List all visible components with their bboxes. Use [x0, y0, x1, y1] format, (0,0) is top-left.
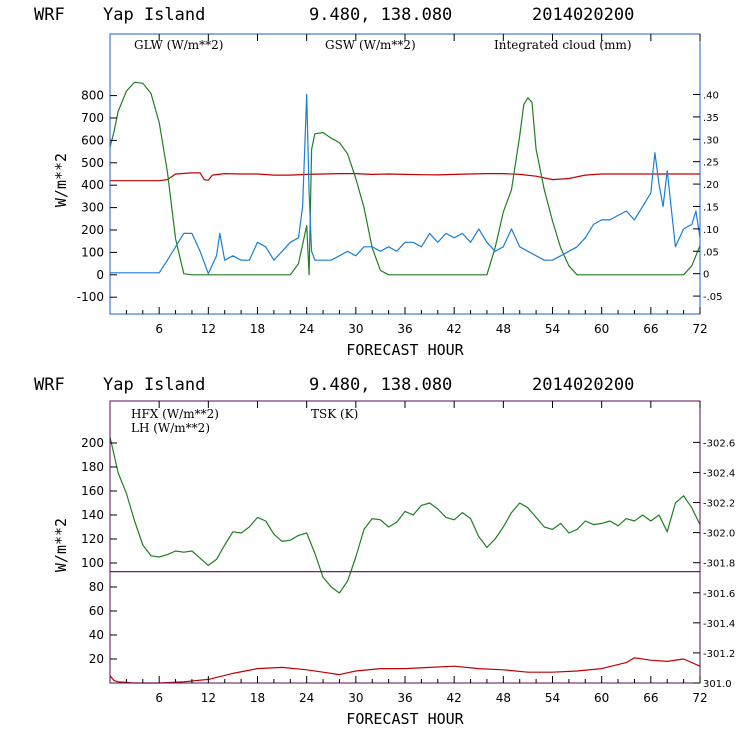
legend-tsk: TSK (K) — [311, 407, 358, 421]
top-series-lines — [109, 81, 701, 276]
bottom-y2-ticks: 301.0 -301.2 -301.4 -301.6 -301.8 -302.0 -302.… — [693, 438, 735, 690]
top-y2tick-label: .40 — [703, 90, 719, 101]
bottom-title-date: 2014020200 — [532, 375, 634, 395]
top-ytick-label: 600 — [81, 133, 104, 147]
bottom-title-coords: 9.480, 138.080 — [309, 375, 452, 395]
top-ylabel: W/m**2 — [52, 153, 70, 207]
bot-xtick-label: 24 — [299, 691, 314, 705]
bot-y2tick-label: -301.8 — [703, 559, 735, 570]
top-xtick-label: 12 — [201, 322, 216, 336]
top-ytick-label: 0 — [96, 268, 104, 282]
bottom-x-ticks: 6 12 18 24 30 36 42 48 54 60 66 72 — [125, 401, 708, 705]
bottom-y-ticks: 20 40 60 80 100 120 140 160 180 200 — [81, 436, 117, 666]
bot-xtick-label: 48 — [496, 691, 511, 705]
top-y2tick-label: 0 — [703, 270, 709, 281]
top-xtick-label: 18 — [250, 322, 265, 336]
bot-ytick-label: 160 — [81, 484, 104, 498]
bottom-title-location: Yap Island — [103, 375, 205, 395]
top-y-ticks: -100 0 100 200 300 400 500 600 700 800 — [77, 89, 117, 304]
legend-integrated-cloud: Integrated cloud (mm) — [494, 38, 632, 52]
bot-xtick-label: 12 — [201, 691, 216, 705]
bot-ytick-label: 140 — [81, 508, 104, 522]
top-ytick-label: 700 — [81, 111, 104, 125]
top-title-coords: 9.480, 138.080 — [309, 5, 452, 25]
top-xtick-label: 6 — [155, 322, 163, 336]
bot-ytick-label: 100 — [81, 556, 104, 570]
top-title-location: Yap Island — [103, 5, 205, 25]
bot-series-0-line — [109, 657, 701, 684]
top-panel: WRF Yap Island 9.480, 138.080 2014020200… — [34, 5, 723, 359]
top-y2tick-label: -.05 — [703, 292, 723, 303]
top-x-ticks: 6 12 18 24 30 36 42 48 54 60 66 72 — [125, 34, 708, 336]
bot-y2tick-label: 301.0 — [703, 679, 732, 690]
bottom-series-lines — [109, 436, 701, 684]
top-y2tick-label: .35 — [703, 113, 719, 124]
top-xtick-label: 24 — [299, 322, 314, 336]
bot-xtick-label: 18 — [250, 691, 265, 705]
bottom-title-model: WRF — [34, 375, 65, 395]
bot-xtick-label: 72 — [692, 691, 707, 705]
top-ytick-label: 100 — [81, 245, 104, 259]
bot-y2tick-label: -301.2 — [703, 649, 735, 660]
top-y2tick-label: .15 — [703, 202, 719, 213]
top-xlabel: FORECAST HOUR — [346, 341, 464, 359]
bot-ytick-label: 180 — [81, 460, 104, 474]
top-y2tick-label: .20 — [703, 180, 719, 191]
bot-xtick-label: 6 — [155, 691, 163, 705]
bot-y2tick-label: -302.6 — [703, 438, 735, 449]
bottom-ylabel: W/m**2 — [52, 518, 70, 572]
bottom-panel: WRF Yap Island 9.480, 138.080 2014020200… — [34, 375, 735, 728]
top-ytick-label: 300 — [81, 201, 104, 215]
top-xtick-label: 48 — [496, 322, 511, 336]
bottom-plot-frame — [109, 400, 701, 684]
top-y2-ticks: -.05 0 .05 .10 .15 .20 .25 .30 .35 .40 — [693, 90, 723, 303]
bot-ytick-label: 60 — [89, 604, 104, 618]
bot-ytick-label: 40 — [89, 628, 104, 642]
bot-xtick-label: 30 — [348, 691, 363, 705]
top-ytick-label: 500 — [81, 156, 104, 170]
top-y2tick-label: .10 — [703, 225, 719, 236]
top-ytick-label: 800 — [81, 89, 104, 103]
legend-gsw: GSW (W/m**2) — [325, 38, 416, 52]
bot-xtick-label: 42 — [447, 691, 462, 705]
top-ytick-label: -100 — [77, 290, 104, 304]
legend-hfx: HFX (W/m**2) — [131, 407, 219, 421]
bot-ytick-label: 20 — [89, 652, 104, 666]
top-series-0-line — [110, 172, 700, 182]
bot-xtick-label: 54 — [545, 691, 560, 705]
top-xtick-label: 66 — [643, 322, 658, 336]
legend-lh: LH (W/m**2) — [131, 421, 210, 435]
top-title-model: WRF — [34, 5, 65, 25]
top-xtick-label: 36 — [397, 322, 412, 336]
top-xtick-label: 60 — [594, 322, 609, 336]
legend-glw: GLW (W/m**2) — [134, 38, 223, 52]
bot-y2tick-label: -302.2 — [703, 499, 735, 510]
top-ytick-label: 400 — [81, 178, 104, 192]
top-y2tick-label: .30 — [703, 135, 719, 146]
bot-y2tick-label: -301.4 — [703, 619, 735, 630]
bot-ytick-label: 200 — [81, 436, 104, 450]
top-y2tick-label: .05 — [703, 247, 719, 258]
top-ytick-label: 200 — [81, 223, 104, 237]
top-xtick-label: 42 — [447, 322, 462, 336]
top-series-2-line — [110, 93, 701, 275]
bot-xtick-label: 66 — [643, 691, 658, 705]
top-title-date: 2014020200 — [532, 5, 634, 25]
top-xtick-label: 72 — [692, 322, 707, 336]
bottom-xlabel: FORECAST HOUR — [346, 710, 464, 728]
bot-xtick-label: 36 — [397, 691, 412, 705]
top-xtick-label: 30 — [348, 322, 363, 336]
bot-y2tick-label: -302.4 — [703, 468, 735, 479]
bot-ytick-label: 80 — [89, 580, 104, 594]
bot-xtick-label: 60 — [594, 691, 609, 705]
top-series-1-line — [109, 81, 701, 276]
top-xtick-label: 54 — [545, 322, 560, 336]
bot-y2tick-label: -302.0 — [703, 529, 735, 540]
bot-series-1-line — [109, 436, 701, 594]
bot-ytick-label: 120 — [81, 532, 104, 546]
bot-y2tick-label: -301.6 — [703, 589, 735, 600]
top-y2tick-label: .25 — [703, 158, 719, 169]
